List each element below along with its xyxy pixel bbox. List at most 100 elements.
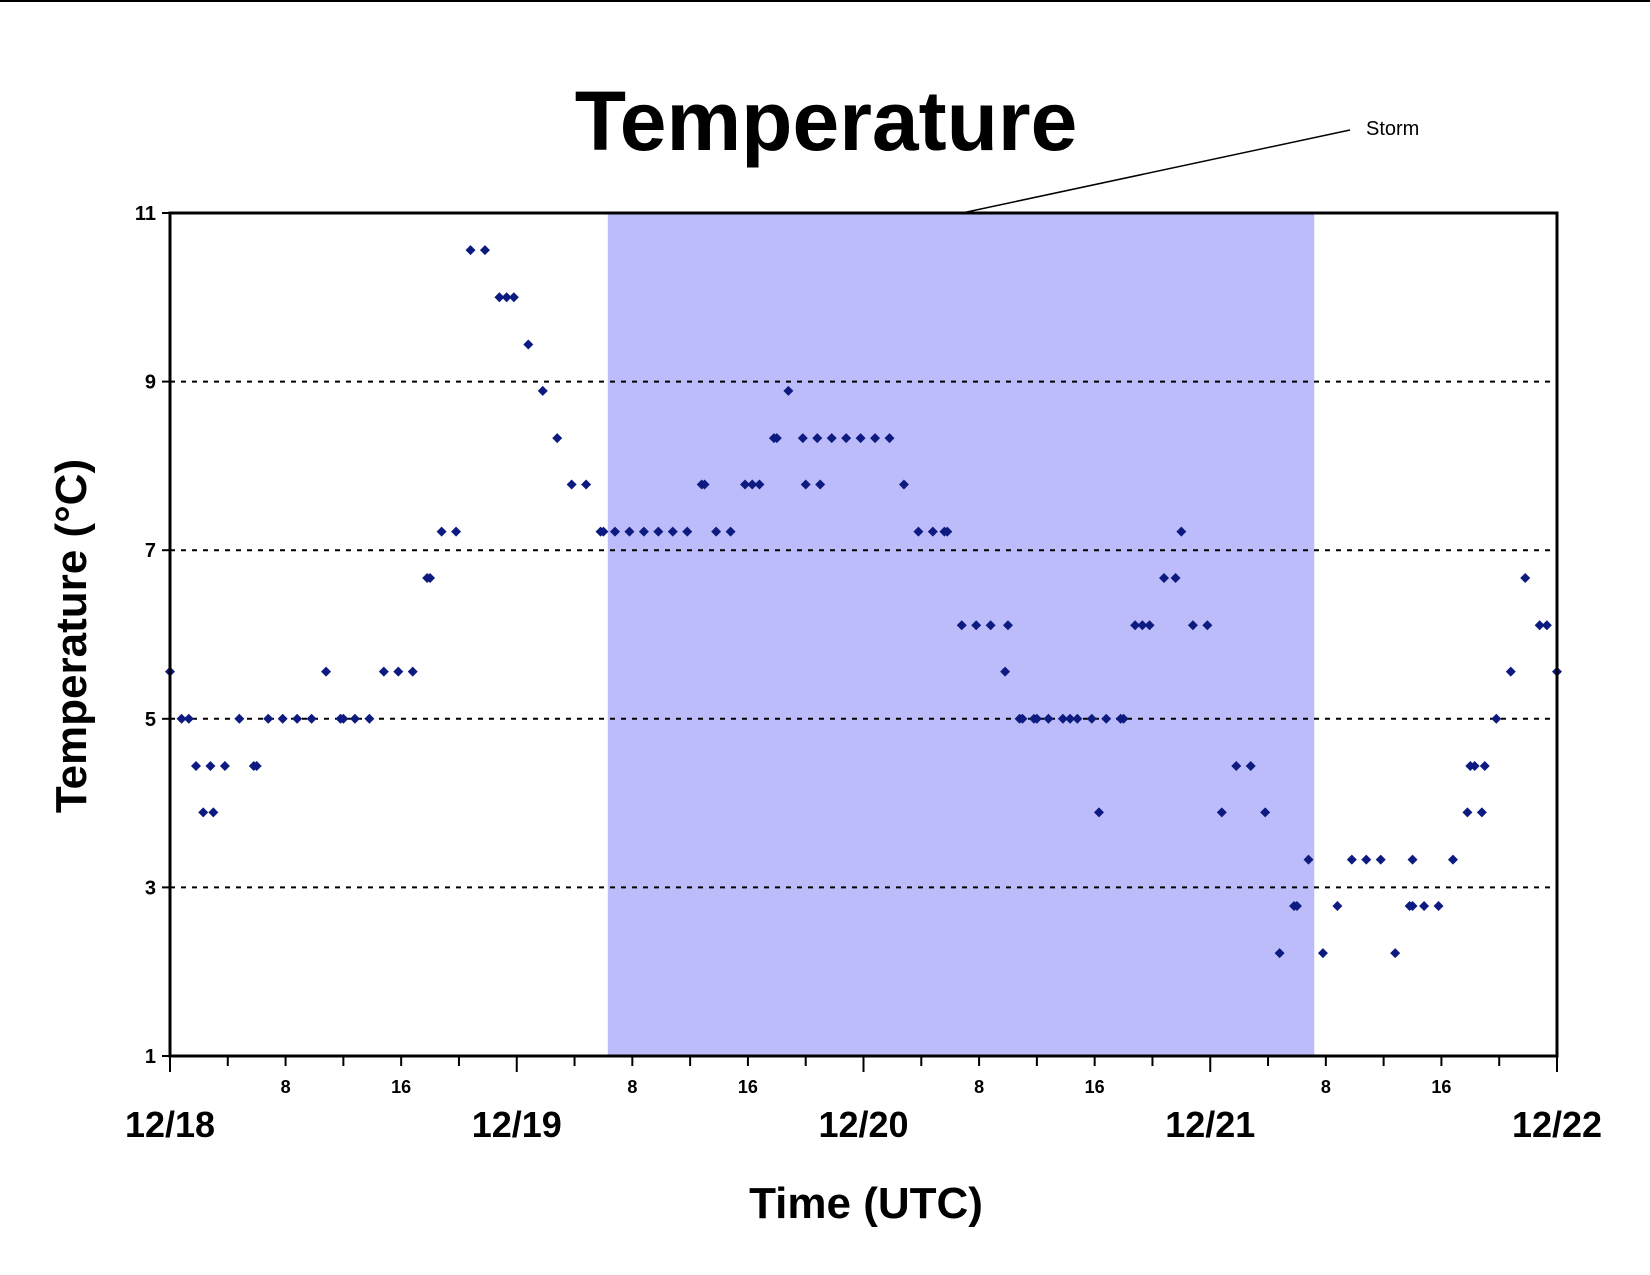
data-point-111 — [1407, 854, 1418, 865]
data-point-90 — [1159, 573, 1170, 584]
data-point-50 — [747, 479, 758, 490]
y-tick-label-3: 3 — [145, 877, 156, 899]
data-point-71 — [985, 620, 996, 631]
data-point-2 — [183, 713, 194, 724]
data-point-12 — [277, 713, 288, 724]
data-point-66 — [927, 526, 938, 537]
data-point-42 — [653, 526, 664, 537]
data-point-21 — [393, 666, 404, 677]
data-point-4 — [198, 807, 209, 818]
data-point-8 — [234, 713, 245, 724]
data-point-56 — [800, 479, 811, 490]
data-point-11 — [263, 713, 274, 724]
x-major-label-0: 12/18 — [125, 1104, 215, 1145]
x-major-label-3: 12/21 — [1165, 1104, 1255, 1145]
data-point-96 — [1231, 761, 1242, 772]
data-point-75 — [1017, 713, 1028, 724]
data-point-54 — [783, 385, 794, 396]
x-axis: 12/18 8 16 12/19 8 16 12/20 8 16 12/21 8 16 12/22 — [125, 1056, 1602, 1145]
data-point-68 — [942, 526, 953, 537]
data-point-18 — [349, 713, 360, 724]
data-point-65 — [913, 526, 924, 537]
data-point-77 — [1031, 713, 1042, 724]
data-point-1 — [176, 713, 187, 724]
data-point-101 — [1291, 900, 1302, 911]
data-point-102 — [1303, 854, 1314, 865]
data-point-34 — [552, 433, 563, 444]
data-point-17 — [338, 713, 349, 724]
data-point-14 — [306, 713, 317, 724]
data-point-118 — [1476, 807, 1487, 818]
storm-annotation: Storm — [1366, 118, 1419, 140]
data-point-84 — [1101, 713, 1112, 724]
data-point-83 — [1094, 807, 1105, 818]
data-point-122 — [1520, 573, 1531, 584]
x-minor-label-3-8: 8 — [1321, 1077, 1331, 1097]
data-point-120 — [1491, 713, 1502, 724]
data-point-47 — [711, 526, 722, 537]
y-tick-label-5: 5 — [145, 709, 156, 731]
data-point-64 — [898, 479, 909, 490]
data-point-91 — [1170, 573, 1181, 584]
x-minor-label-2-16: 16 — [1085, 1077, 1105, 1097]
y-tick-label-7: 7 — [145, 540, 156, 562]
data-point-103 — [1317, 948, 1328, 959]
data-point-121 — [1505, 666, 1516, 677]
data-point-3 — [191, 761, 202, 772]
data-point-98 — [1260, 807, 1271, 818]
data-point-123 — [1534, 620, 1545, 631]
data-point-31 — [508, 292, 519, 303]
data-point-81 — [1072, 713, 1083, 724]
data-point-19 — [364, 713, 375, 724]
data-point-92 — [1176, 526, 1187, 537]
x-major-label-2: 12/20 — [818, 1104, 908, 1145]
x-axis-label: Time (UTC) — [749, 1179, 983, 1228]
data-point-13 — [292, 713, 303, 724]
storm-band — [607, 213, 1315, 1056]
x-minor-label-3-16: 16 — [1431, 1077, 1451, 1097]
data-point-113 — [1433, 900, 1444, 911]
data-point-28 — [479, 245, 490, 256]
data-point-24 — [425, 573, 436, 584]
data-point-32 — [523, 339, 534, 350]
data-point-82 — [1086, 713, 1097, 724]
data-point-117 — [1469, 761, 1480, 772]
data-point-62 — [870, 433, 881, 444]
data-point-86 — [1118, 713, 1129, 724]
data-point-79 — [1057, 713, 1068, 724]
data-point-46 — [699, 479, 710, 490]
data-point-44 — [682, 526, 693, 537]
data-point-115 — [1462, 807, 1473, 818]
data-point-97 — [1245, 761, 1256, 772]
data-point-48 — [725, 526, 736, 537]
data-point-7 — [219, 761, 230, 772]
data-point-110 — [1407, 900, 1418, 911]
data-point-36 — [581, 479, 592, 490]
y-tick-label-1: 1 — [145, 1046, 156, 1068]
data-point-51 — [754, 479, 765, 490]
data-point-58 — [815, 479, 826, 490]
y-axis-label: Temperature (°C) — [47, 459, 96, 813]
data-point-88 — [1137, 620, 1148, 631]
data-point-33 — [537, 385, 548, 396]
data-point-29 — [494, 292, 505, 303]
x-minor-label-0-16: 16 — [391, 1077, 411, 1097]
data-point-112 — [1419, 900, 1430, 911]
data-point-35 — [566, 479, 577, 490]
y-axis: 1 3 5 7 9 11 — [135, 203, 170, 1068]
data-points — [165, 245, 1562, 959]
data-point-25 — [436, 526, 447, 537]
data-point-60 — [841, 433, 852, 444]
data-point-99 — [1274, 948, 1285, 959]
x-minor-label-1-8: 8 — [627, 1077, 637, 1097]
data-point-124 — [1541, 620, 1552, 631]
data-point-6 — [208, 807, 219, 818]
data-point-80 — [1065, 713, 1076, 724]
x-major-label-4: 12/22 — [1512, 1104, 1602, 1145]
data-point-22 — [407, 666, 418, 677]
data-point-20 — [378, 666, 389, 677]
data-point-107 — [1375, 854, 1386, 865]
storm-band-rect — [607, 213, 1315, 1056]
data-point-43 — [667, 526, 678, 537]
